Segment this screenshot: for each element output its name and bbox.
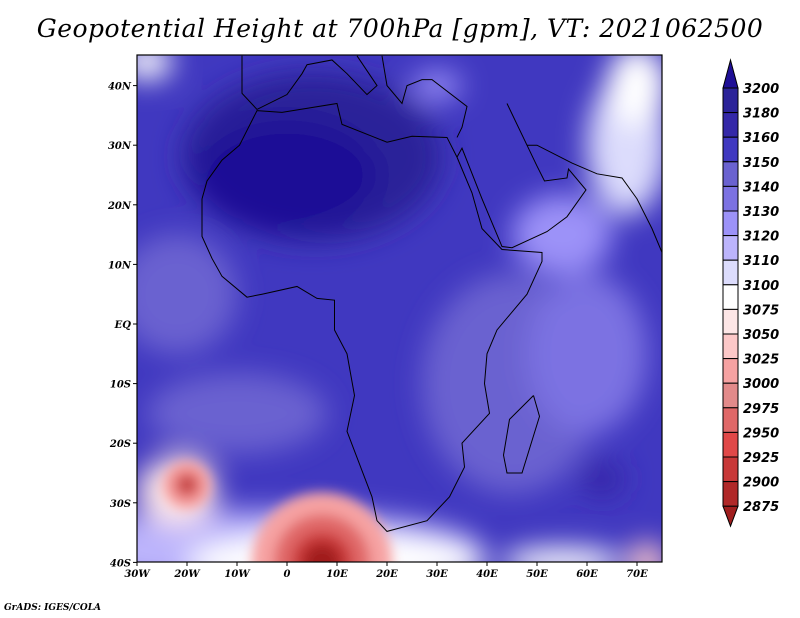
x-tick-label: 10E — [326, 569, 348, 580]
colorbar-label: 3200 — [743, 82, 779, 97]
low-center — [181, 478, 193, 491]
colorbar-label: 3000 — [743, 377, 779, 392]
map-frame — [136, 54, 663, 563]
y-tick-label: 20N — [107, 201, 132, 212]
coastline — [201, 102, 543, 532]
field-blob — [197, 120, 377, 230]
colorbar-box — [722, 431, 739, 458]
colorbar-label: 3160 — [743, 131, 779, 146]
colorbar-label: 3100 — [743, 279, 779, 294]
x-tick-label: 20E — [375, 569, 398, 580]
colorbar-label: 3120 — [743, 230, 779, 245]
coastline — [381, 55, 468, 138]
y-tick-label: 20S — [109, 439, 131, 450]
axes: 30W 20W 10W 0 10E 20E 30E 40E 50E 60E 70E 40S 30S 20S… — [107, 82, 648, 580]
x-tick-label: 70E — [626, 569, 648, 580]
colorbar-label: 3150 — [743, 156, 779, 171]
colorbar-label: 3140 — [743, 180, 779, 195]
coastline — [527, 144, 662, 253]
field-blob — [627, 542, 662, 562]
height-field — [137, 55, 662, 562]
coastline — [456, 103, 587, 249]
colorbar-box — [722, 456, 739, 483]
colorbar-label: 3110 — [743, 254, 779, 269]
x-tick-label: 50E — [526, 569, 548, 580]
field-blob — [512, 194, 612, 275]
colorbar-box — [722, 284, 739, 310]
y-tick-label: EQ — [114, 320, 132, 331]
y-tick-label: 30S — [110, 499, 131, 510]
field-blob — [607, 55, 662, 126]
colorbar-box — [722, 259, 739, 286]
y-tick-label: 40S — [110, 558, 131, 569]
field-blob — [412, 71, 462, 100]
colorbar-label: 3075 — [743, 303, 779, 318]
y-tick-label: 10S — [110, 380, 131, 391]
x-tick-label: 20W — [173, 569, 201, 580]
y-tick-label: 30N — [108, 141, 132, 152]
colorbar-label: 2975 — [743, 402, 779, 417]
field-blob — [527, 273, 647, 434]
colorbar-box — [722, 235, 739, 261]
colorbar-box — [722, 308, 739, 335]
colorbar-box — [722, 333, 739, 360]
low-center — [304, 544, 340, 562]
x-tick-label: 0 — [284, 569, 291, 580]
x-tick-label: 60E — [576, 569, 598, 580]
x-tick-label: 40E — [476, 569, 498, 580]
colorbar-box — [722, 112, 739, 138]
colorbar-label: 3050 — [743, 328, 779, 343]
colorbar-label: 3180 — [743, 107, 779, 122]
credit-label: GrADS: IGES/COLA — [4, 603, 102, 613]
colorbar: 3200 3180 3160 3150 3140 3130 3120 3110 3100 3075… — [722, 58, 779, 528]
colorbar-upper-triangle — [722, 58, 739, 89]
y-tick-label: 40N — [108, 82, 132, 93]
colorbar-label: 2875 — [743, 500, 779, 515]
coastline — [502, 395, 541, 474]
coastlines — [201, 55, 662, 532]
chart-title: Geopotential Height at 700hPa [gpm], VT:… — [36, 14, 764, 43]
field-blob — [137, 234, 237, 355]
colorbar-box — [722, 161, 739, 187]
field-blob — [147, 373, 327, 454]
field-blob — [137, 55, 172, 80]
colorbar-box — [722, 481, 739, 507]
colorbar-box — [722, 210, 739, 237]
x-tick-label: 30W — [124, 569, 151, 580]
colorbar-box — [722, 136, 739, 163]
field-blob — [502, 547, 622, 562]
colorbar-label: 3130 — [743, 205, 779, 220]
colorbar-box — [722, 185, 739, 212]
colorbar-box — [722, 382, 739, 409]
colorbar-lower-triangle — [722, 505, 739, 528]
colorbar-box — [722, 358, 739, 384]
coastline — [241, 55, 378, 111]
x-tick-label: 10W — [224, 569, 251, 580]
colorbar-label: 3025 — [743, 353, 779, 368]
colorbar-label: 2950 — [743, 426, 779, 441]
colorbar-box — [722, 87, 739, 114]
field-blob — [580, 460, 624, 497]
y-tick-label: 10N — [108, 260, 132, 271]
colorbar-box — [722, 407, 739, 433]
colorbar-label: 2900 — [743, 476, 779, 491]
colorbar-label: 2925 — [743, 451, 779, 466]
x-tick-label: 30E — [426, 569, 448, 580]
